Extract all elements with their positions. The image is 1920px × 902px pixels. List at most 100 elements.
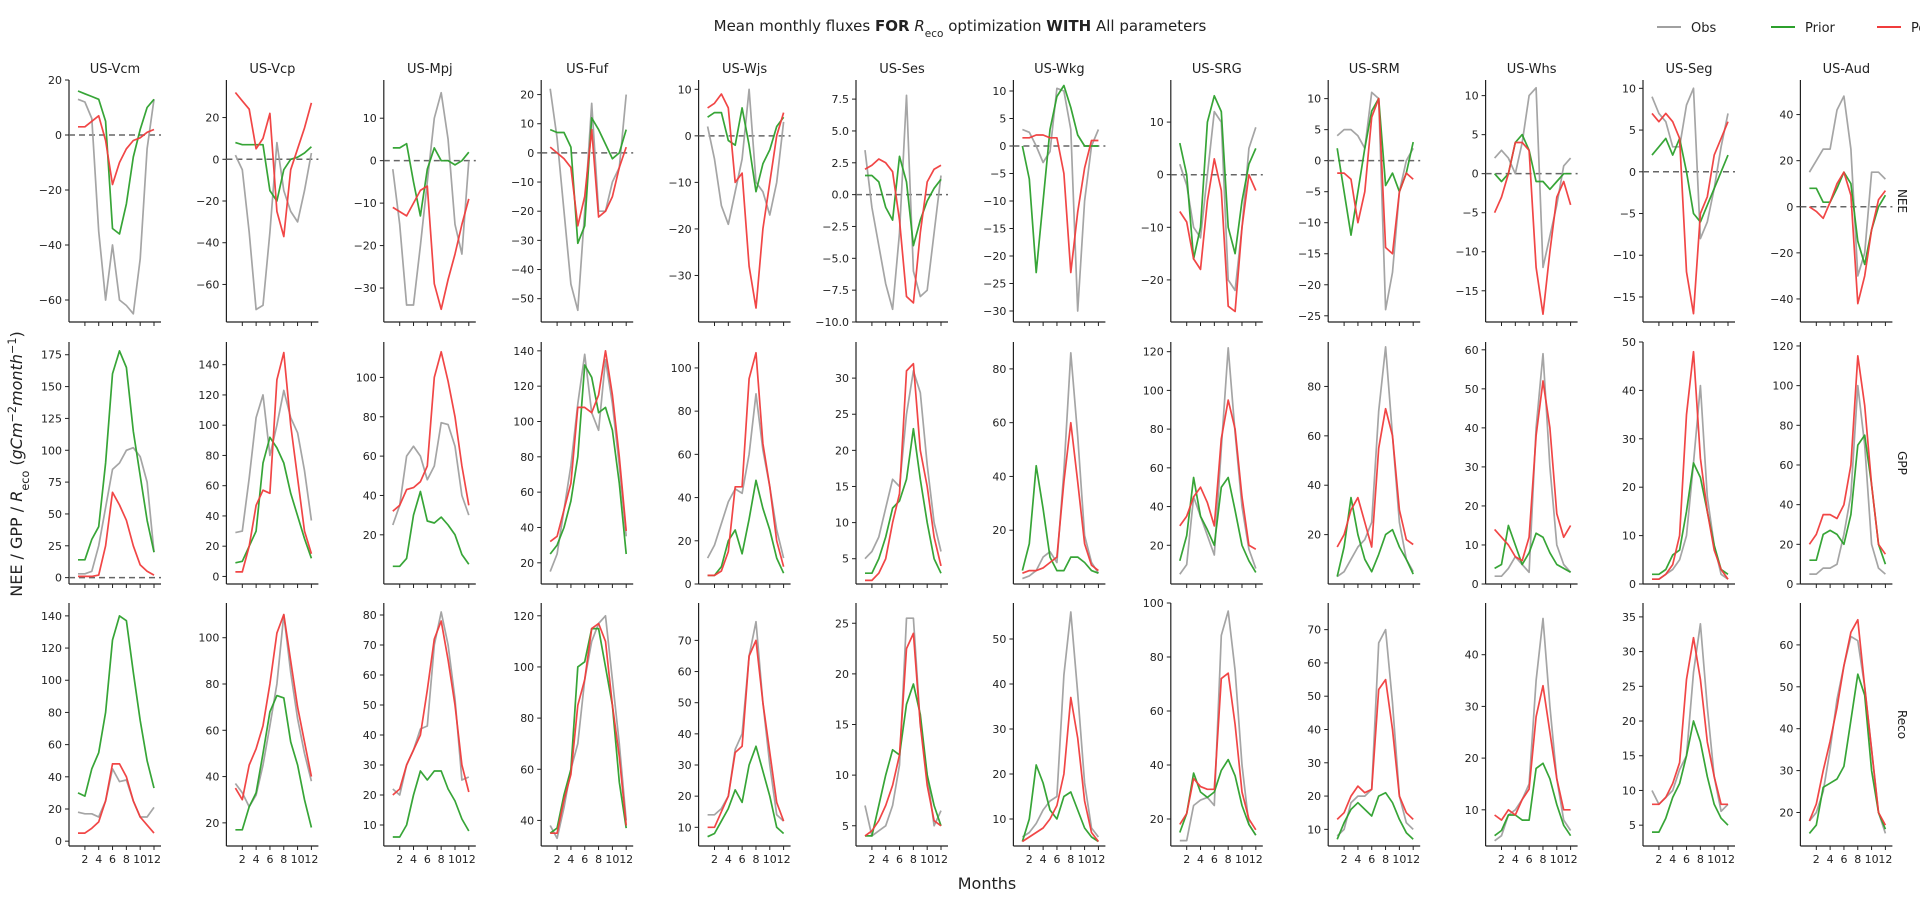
y-tick-label: 80	[1779, 419, 1793, 432]
series-line-obs	[77, 767, 155, 818]
x-tick-label: 2	[868, 853, 875, 866]
x-tick-label: 4	[1827, 853, 1834, 866]
x-tick-label: 8	[1382, 853, 1389, 866]
row-label-nee: NEE	[1895, 189, 1909, 213]
site-title: US-Aud	[1823, 62, 1871, 77]
y-tick-label: 40	[992, 678, 1006, 691]
y-tick-label: 50	[1465, 383, 1479, 396]
y-tick-label: 2.5	[832, 157, 850, 170]
series-line-obs	[864, 94, 942, 311]
series-line-prior	[235, 141, 312, 202]
y-tick-label: 10	[992, 85, 1006, 98]
y-tick-label: 10	[363, 819, 377, 832]
y-tick-label: 80	[363, 411, 377, 424]
y-tick-label: 80	[205, 449, 219, 462]
x-tick-label: 12	[1878, 853, 1892, 866]
series-line-prior	[865, 427, 942, 575]
y-tick-label: 100	[671, 362, 692, 375]
site-title: US-Fuf	[566, 62, 608, 77]
x-tick-label: 8	[752, 853, 759, 866]
y-tick-label: 20	[678, 790, 692, 803]
x-tick-label: 12	[777, 853, 791, 866]
y-tick-label: 100	[513, 661, 534, 674]
y-tick-label: −40	[511, 264, 534, 277]
site-title: US-Ses	[879, 62, 925, 77]
x-tick-label: 6	[1683, 853, 1690, 866]
panel-us-fuf-reco: 40 60 80 100 120 2 4 6 8 10 12	[513, 603, 634, 866]
series-line-obs	[1022, 351, 1100, 580]
y-tick-label: 30	[992, 723, 1006, 736]
series-line-post	[707, 93, 785, 309]
panel-us-seg-gpp: 0 10 20 30 40 50	[1622, 336, 1735, 591]
series-line-obs	[1494, 352, 1572, 578]
y-tick-label: 20	[363, 529, 377, 542]
y-tick-label: 30	[1307, 757, 1321, 770]
y-tick-label: 75	[48, 476, 62, 489]
x-tick-label: 10	[448, 853, 462, 866]
y-tick-label: 20	[520, 89, 534, 102]
series-line-post	[392, 620, 470, 796]
y-tick-label: 60	[363, 669, 377, 682]
y-tick-label: 60	[1779, 459, 1793, 472]
legend-item-prior: Prior	[1771, 21, 1836, 36]
y-tick-label: −20	[39, 184, 62, 197]
y-tick-label: 10	[835, 769, 849, 782]
x-tick-label: 2	[1026, 853, 1033, 866]
y-tick-label: 80	[1307, 380, 1321, 393]
y-tick-label: −40	[1770, 293, 1793, 306]
panel-us-srm-nee: US-SRM −25 −20 −15 −10 −5 0 5 10	[1298, 62, 1421, 326]
y-tick-label: 50	[1622, 336, 1636, 349]
series-line-post	[864, 632, 942, 837]
panel-us-whs-gpp: 0 10 20 30 40 50 60	[1465, 342, 1578, 591]
series-line-prior	[549, 364, 628, 555]
series-line-obs	[549, 88, 628, 312]
series-line-obs	[1178, 110, 1257, 292]
y-tick-label: −15	[1298, 248, 1321, 261]
x-tick-label: 6	[1840, 853, 1847, 866]
y-tick-label: 5.0	[832, 125, 850, 138]
text-span: −1	[6, 338, 19, 355]
panel-us-ses-gpp: 5 10 15 20 25 30	[835, 342, 948, 588]
x-tick-label: 8	[1067, 853, 1074, 866]
y-tick-label: 0	[212, 153, 219, 166]
panel-us-vcp-reco: 20 40 60 80 100 2 4 6 8 10 12	[198, 603, 319, 866]
series-line-obs	[234, 141, 313, 311]
y-tick-label: −10	[668, 176, 691, 189]
y-tick-label: 10	[1622, 82, 1636, 95]
series-line-obs	[1336, 346, 1414, 578]
x-tick-label: 4	[95, 853, 102, 866]
series-line-prior	[77, 615, 155, 797]
series-line-prior	[1652, 462, 1729, 576]
series-line-post	[1651, 112, 1729, 315]
y-tick-label: 20	[363, 789, 377, 802]
y-tick-label: −20	[1770, 247, 1793, 260]
text-span: All parameters	[1091, 17, 1206, 35]
panel-us-wkg-nee: US-Wkg −30 −25 −20 −15 −10 −5 0 5 10	[983, 62, 1106, 326]
text-span: −2	[6, 406, 19, 423]
y-tick-label: 10	[678, 83, 692, 96]
y-tick-label: 30	[678, 759, 692, 772]
series-line-post	[1808, 355, 1887, 555]
legend-label: Post	[1911, 21, 1920, 36]
y-tick-label: −20	[1298, 279, 1321, 292]
series-line-prior	[1179, 758, 1257, 836]
y-tick-label: −5	[1305, 186, 1321, 199]
y-tick-label: −20	[983, 250, 1006, 263]
y-tick-label: 20	[1465, 752, 1479, 765]
x-tick-label: 12	[619, 853, 633, 866]
series-line-post	[1652, 350, 1729, 581]
y-tick-label: 40	[992, 470, 1006, 483]
y-tick-label: −50	[511, 293, 534, 306]
y-tick-label: 5	[1629, 819, 1636, 832]
series-line-prior	[707, 745, 785, 838]
y-tick-label: 30	[1465, 461, 1479, 474]
y-tick-label: 100	[513, 415, 534, 428]
y-tick-label: 40	[205, 510, 219, 523]
x-tick-label: 4	[725, 853, 732, 866]
x-tick-label: 8	[1697, 853, 1704, 866]
y-tick-label: 10	[992, 813, 1006, 826]
y-tick-label: −30	[511, 234, 534, 247]
series-line-obs	[1493, 86, 1572, 269]
y-tick-label: 80	[992, 363, 1006, 376]
